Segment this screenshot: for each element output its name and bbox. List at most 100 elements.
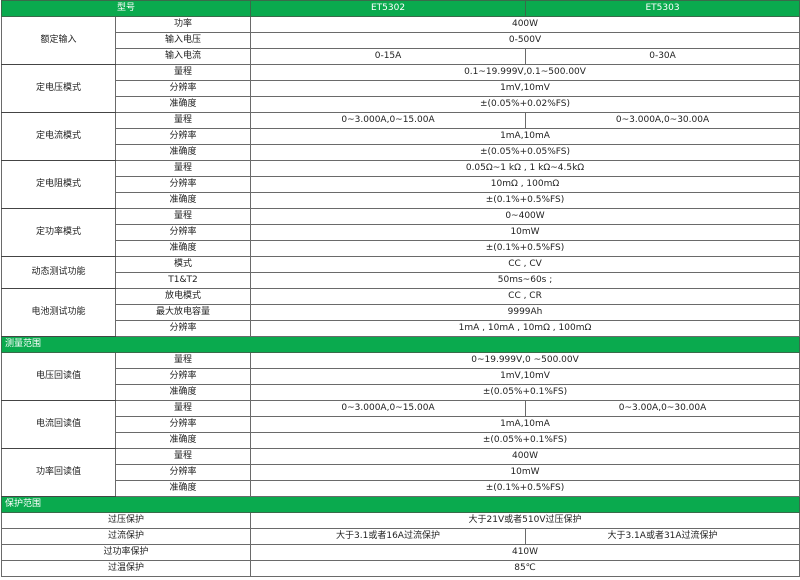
table-row: T1&T2 50ms~60s ; xyxy=(2,272,800,289)
parameter-name: 量程 xyxy=(114,400,252,417)
group-name: 额定输入 xyxy=(1,16,116,65)
table-row: 准确度 ±(0.05%+0.1%FS) xyxy=(2,384,800,401)
value-cell: 0~3.00A,0~30.00A xyxy=(525,400,800,417)
parameter-name: 分辨率 xyxy=(114,320,252,337)
value-cell: 10mW xyxy=(250,464,800,481)
group-name: 功率回读值 xyxy=(1,448,116,497)
protection-name: 过流保护 xyxy=(0,528,252,545)
parameter-name: 准确度 xyxy=(114,96,252,113)
parameter-name: 准确度 xyxy=(114,432,252,449)
table-row: 准确度 ±(0.1%+0.5%FS) xyxy=(2,192,800,209)
table-row: 最大放电容量 9999Ah xyxy=(2,304,800,321)
table-row: 分辨率 1mA,10mA xyxy=(2,416,800,433)
parameter-name: 准确度 xyxy=(114,192,252,209)
table-row: 过流保护 大于3.1或者16A过流保护 大于3.1A或者31A过流保护 xyxy=(0,528,800,545)
table-row: 准确度 ±(0.1%+0.5%FS) xyxy=(2,480,800,497)
group-name: 定电阻模式 xyxy=(1,160,116,209)
value-cell: ±(0.1%+0.5%FS) xyxy=(250,192,800,209)
parameter-name: 模式 xyxy=(114,256,252,273)
table-row: 输入电压 0-500V xyxy=(2,32,800,49)
table-row: 定电流模式 量程 0~3.000A,0~15.00A 0~3.000A,0~30.00… xyxy=(1,112,800,161)
value-cell: 85℃ xyxy=(250,560,800,577)
value-cell: 0~3.000A,0~30.00A xyxy=(525,112,800,129)
parameter-name: 功率 xyxy=(114,16,252,33)
parameter-name: 量程 xyxy=(114,112,252,129)
parameter-name: 输入电流 xyxy=(114,48,252,65)
parameter-name: T1&T2 xyxy=(114,272,252,289)
parameter-name: 分辨率 xyxy=(114,464,252,481)
protection-name: 过温保护 xyxy=(0,560,252,577)
table-row: 功率回读值 量程 400W xyxy=(1,448,800,497)
table-row: 额定输入 功率 400W xyxy=(1,16,800,65)
table-row: 分辨率 10mW xyxy=(2,464,800,481)
parameter-name: 量程 xyxy=(114,64,252,81)
table-row: 分辨率 1mV,10mV xyxy=(2,80,800,97)
table-row: 准确度 ±(0.05%+0.05%FS) xyxy=(2,144,800,161)
table-row: 分辨率 1mA , 10mA , 10mΩ , 100mΩ xyxy=(2,320,800,337)
group-name: 定电流模式 xyxy=(1,112,116,161)
value-cell: 0-30A xyxy=(525,48,800,65)
protection-name: 过压保护 xyxy=(0,512,252,529)
table-row: 准确度 ±(0.1%+0.5%FS) xyxy=(2,240,800,257)
value-cell: 410W xyxy=(250,544,800,561)
table-row: 定电阻模式 量程 0.05Ω~1 kΩ , 1 kΩ~4.5kΩ xyxy=(1,160,800,209)
table-row: 分辨率 1mA,10mA xyxy=(2,128,800,145)
group-name: 动态测试功能 xyxy=(1,256,116,289)
parameter-name: 分辨率 xyxy=(114,128,252,145)
table-row: 动态测试功能 模式 CC , CV xyxy=(1,256,800,289)
parameter-name: 准确度 xyxy=(114,240,252,257)
value-cell: 1mA,10mA xyxy=(250,128,800,145)
parameter-name: 分辨率 xyxy=(114,176,252,193)
value-cell: 1mA , 10mA , 10mΩ , 100mΩ xyxy=(250,320,800,337)
value-cell: 0-500V xyxy=(250,32,800,49)
value-cell: 0-15A xyxy=(250,48,527,65)
model-label: 型号 xyxy=(0,0,252,17)
table-row: 电池测试功能 放电模式 CC , CR xyxy=(1,288,800,337)
parameter-name: 分辨率 xyxy=(114,368,252,385)
group-name: 电池测试功能 xyxy=(1,288,116,337)
model-et5303: ET5303 xyxy=(525,0,800,17)
value-cell: 1mV,10mV xyxy=(250,368,800,385)
table-row: 定电压模式 量程 0.1~19.999V,0.1~500.00V xyxy=(1,64,800,113)
value-cell: 0~3.000A,0~15.00A xyxy=(250,112,527,129)
value-cell: 1mV,10mV xyxy=(250,80,800,97)
parameter-name: 准确度 xyxy=(114,384,252,401)
table-row: 输入电流 0-15A 0-30A xyxy=(2,48,800,65)
parameter-name: 量程 xyxy=(114,208,252,225)
parameter-name: 分辨率 xyxy=(114,416,252,433)
value-cell: 1mA,10mA xyxy=(250,416,800,433)
group-name: 电流回读值 xyxy=(1,400,116,449)
table-row: 过压保护 大于21V或者510V过压保护 xyxy=(0,512,800,529)
section-header: 保护范围 xyxy=(0,496,800,513)
table-row: 分辨率 1mV,10mV xyxy=(2,368,800,385)
table-row: 电压回读值 量程 0~19.999V,0 ~500.00V xyxy=(1,352,800,401)
value-cell: 50ms~60s ; xyxy=(250,272,800,289)
parameter-name: 量程 xyxy=(114,352,252,369)
group-name: 定功率模式 xyxy=(1,208,116,257)
value-cell: CC , CR xyxy=(250,288,800,305)
parameter-name: 量程 xyxy=(114,160,252,177)
table-row: 定功率模式 量程 0~400W xyxy=(1,208,800,257)
table-row: 电流回读值 量程 0~3.000A,0~15.00A 0~3.00A,0~30.00A xyxy=(1,400,800,449)
value-cell: ±(0.1%+0.5%FS) xyxy=(250,240,800,257)
parameter-name: 分辨率 xyxy=(114,80,252,97)
value-cell: 0~400W xyxy=(250,208,800,225)
table-row: 准确度 ±(0.05%+0.1%FS) xyxy=(2,432,800,449)
value-cell: 400W xyxy=(250,16,800,33)
value-cell: ±(0.05%+0.1%FS) xyxy=(250,384,800,401)
value-cell: ±(0.1%+0.5%FS) xyxy=(250,480,800,497)
table-row: 分辨率 10mW xyxy=(2,224,800,241)
parameter-name: 量程 xyxy=(114,448,252,465)
value-cell: 0~3.000A,0~15.00A xyxy=(250,400,527,417)
section-title: 保护范围 xyxy=(0,496,800,513)
section-title: 测量范围 xyxy=(0,336,800,353)
parameter-name: 准确度 xyxy=(114,480,252,497)
table-row: 过功率保护 410W xyxy=(0,544,800,561)
table-row: 过温保护 85℃ xyxy=(0,560,800,577)
table-row: 分辨率 10mΩ , 100mΩ xyxy=(2,176,800,193)
parameter-name: 分辨率 xyxy=(114,224,252,241)
value-cell: ±(0.05%+0.05%FS) xyxy=(250,144,800,161)
value-cell: ±(0.05%+0.1%FS) xyxy=(250,432,800,449)
value-cell: 大于3.1A或者31A过流保护 xyxy=(525,528,800,545)
value-cell: ±(0.05%+0.02%FS) xyxy=(250,96,800,113)
